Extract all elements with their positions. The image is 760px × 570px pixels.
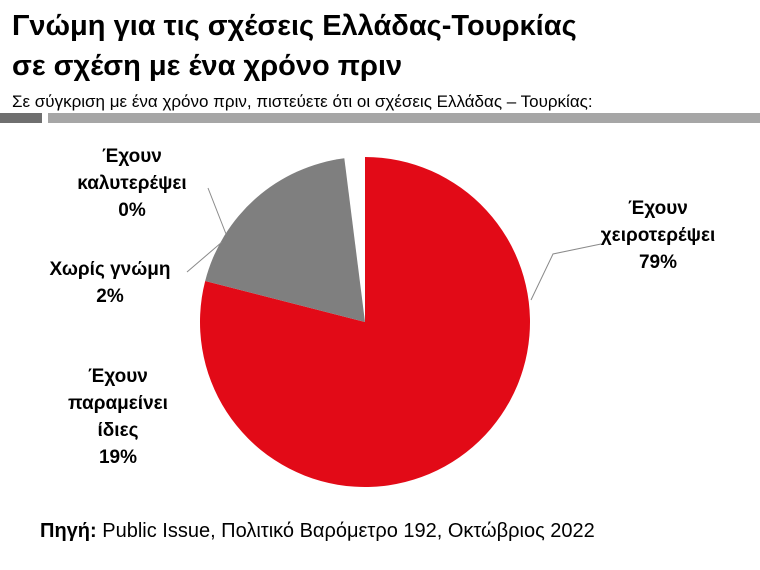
slice-label-0-line-0: Έχουν: [628, 198, 688, 219]
leader-line-3: [207, 187, 227, 235]
pie-slice-1: [205, 158, 365, 322]
pie-slice-2: [342, 142, 365, 309]
divider-light: [48, 113, 760, 123]
title-line-1: Γνώμη για τις σχέσεις Ελλάδας-Τουρκίας: [12, 10, 577, 42]
slice-label-1: Έχουν παραμείνει ίδιες 19%: [68, 366, 168, 468]
slice-label-0: Έχουν χειροτερέψει 79%: [601, 198, 716, 273]
chart-title: Γνώμη για τις σχέσεις Ελλάδας-Τουρκίας σ…: [12, 6, 752, 86]
source-note: Πηγή: Public Issue, Πολιτικό Βαρόμετρο 1…: [40, 518, 740, 544]
slice-label-1-line-0: Έχουν: [88, 366, 148, 387]
slice-label-3: Έχουν καλυτερέψει 0%: [77, 146, 186, 221]
slice-label-3-line-1: καλυτερέψει: [77, 173, 186, 194]
slice-label-0-line-2: 79%: [639, 252, 677, 273]
title-line-2: σε σχέση με ένα χρόνο πριν: [12, 50, 403, 82]
chart-subtitle: Σε σύγκριση με ένα χρόνο πριν, πιστεύετε…: [12, 92, 593, 111]
slice-label-2-line-0: Χωρίς γνώμη: [49, 259, 170, 280]
slice-label-1-line-3: 19%: [99, 447, 137, 468]
slice-label-3-line-2: 0%: [118, 200, 146, 221]
slice-label-1-line-2: ίδιες: [98, 420, 139, 441]
slice-label-2-line-1: 2%: [96, 286, 124, 307]
source-label: Πηγή:: [40, 520, 97, 542]
slice-label-1-line-1: παραμείνει: [68, 393, 168, 414]
source-text: Public Issue, Πολιτικό Βαρόμετρο 192, Οκ…: [102, 520, 595, 542]
leader-line-0: [530, 243, 602, 301]
slice-label-2: Χωρίς γνώμη 2%: [49, 259, 170, 307]
slice-label-3-line-0: Έχουν: [102, 146, 162, 167]
leader-line-2: [186, 241, 223, 273]
slice-label-0-line-1: χειροτερέψει: [601, 225, 716, 246]
divider-dark: [0, 113, 42, 123]
